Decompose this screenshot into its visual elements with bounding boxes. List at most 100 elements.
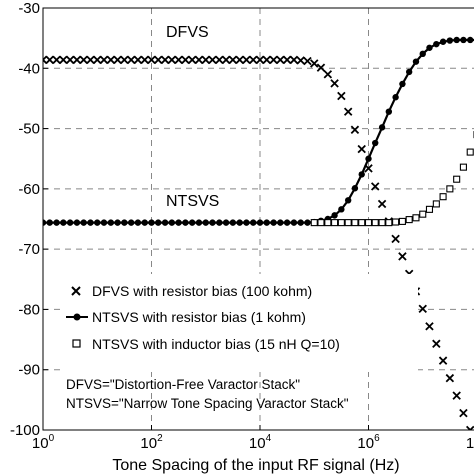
data-point-circle-marker — [283, 219, 291, 226]
data-point-x-marker — [147, 55, 156, 65]
data-point-x-marker — [221, 55, 231, 65]
data-point-circle-marker — [73, 219, 81, 226]
data-point-circle-marker — [385, 108, 393, 115]
data-point-circle-marker — [344, 197, 352, 204]
data-point-circle-marker — [446, 37, 454, 44]
data-point-circle-marker — [216, 219, 223, 226]
legend-marker-ntsvs-resistor — [73, 313, 81, 321]
data-point-circle-marker — [66, 219, 74, 226]
data-point-circle-marker — [426, 44, 433, 51]
data-point-circle-marker — [87, 219, 94, 226]
legend: DFVS with resistor bias (100 kohm) NTSVS… — [62, 274, 418, 372]
x-tick-exponent: 2 — [157, 433, 163, 444]
y-tick-label: -80 — [18, 301, 40, 318]
data-point-x-marker — [106, 55, 116, 65]
data-point-circle-marker — [175, 219, 182, 226]
y-tick-label: -60 — [18, 181, 40, 198]
data-point-x-marker — [337, 91, 346, 101]
data-point-x-marker — [215, 55, 224, 65]
x-tick-exponent: 4 — [266, 433, 272, 444]
data-point-circle-marker — [399, 80, 406, 88]
data-point-x-marker — [343, 107, 353, 116]
y-tick-label: -90 — [18, 362, 40, 379]
legend-marker-ntsvs-inductor — [72, 339, 81, 348]
data-point-x-marker — [45, 55, 54, 65]
data-point-circle-marker — [304, 219, 311, 226]
data-point-x-marker — [208, 55, 217, 65]
data-point-x-marker — [316, 63, 326, 72]
data-point-circle-marker — [80, 219, 87, 226]
data-point-square-marker — [324, 219, 332, 227]
data-point-circle-marker — [161, 219, 169, 226]
data-point-x-marker — [445, 373, 455, 383]
data-point-circle-marker — [453, 36, 460, 44]
data-point-square-marker — [405, 216, 413, 224]
data-point-circle-marker — [467, 36, 474, 44]
x-tick-label: 106 — [357, 433, 380, 452]
data-point-x-marker — [391, 234, 400, 244]
data-point-x-marker — [52, 55, 61, 65]
data-point-x-marker — [99, 55, 109, 65]
data-point-x-marker — [181, 55, 190, 65]
x-axis-label: Tone Spacing of the input RF signal (Hz) — [112, 457, 399, 474]
data-point-x-marker — [370, 182, 380, 191]
data-point-circle-marker — [202, 219, 209, 226]
tick-marks — [42, 7, 369, 431]
data-point-circle-marker — [405, 68, 413, 76]
data-point-x-marker — [248, 55, 258, 65]
data-point-circle-marker — [114, 219, 121, 226]
data-point-x-marker — [228, 55, 238, 65]
data-point-circle-marker — [378, 124, 386, 131]
data-point-x-marker — [432, 339, 441, 349]
data-point-x-marker — [167, 55, 177, 65]
legend-label-ntsvs-inductor: NTSVS with inductor bias (15 nH Q=10) — [92, 336, 340, 352]
x-tick-label: 108 — [466, 433, 474, 452]
data-point-square-marker — [351, 219, 359, 227]
data-point-circle-marker — [43, 219, 47, 226]
legend-background — [62, 274, 418, 372]
legend-label-ntsvs-resistor: NTSVS with resistor bias (1 kohm) — [92, 309, 306, 325]
data-point-x-marker — [350, 125, 360, 135]
data-point-circle-marker — [338, 206, 345, 213]
data-point-x-marker — [289, 55, 299, 65]
data-point-x-marker — [398, 252, 407, 261]
data-point-square-marker — [371, 219, 379, 227]
data-point-x-marker — [43, 55, 48, 65]
data-point-x-marker — [377, 199, 387, 209]
ntsvs-annotation: NTSVS — [166, 193, 219, 210]
data-point-circle-marker — [134, 219, 142, 226]
data-point-circle-marker — [358, 171, 365, 178]
data-point-square-marker — [310, 219, 318, 227]
x-tick-base: 10 — [32, 435, 49, 452]
x-tick-label: 104 — [249, 433, 272, 452]
y-tick-label: -50 — [18, 121, 40, 138]
data-point-circle-marker — [277, 219, 284, 226]
data-point-circle-marker — [148, 219, 155, 226]
data-point-square-marker — [392, 218, 400, 226]
data-point-circle-marker — [195, 219, 203, 226]
data-point-circle-marker — [188, 219, 196, 226]
data-point-x-marker — [79, 55, 88, 65]
x-tick-base: 10 — [140, 435, 157, 452]
data-point-circle-marker — [209, 219, 216, 226]
data-point-square-marker — [432, 200, 440, 208]
data-point-x-marker — [133, 55, 143, 65]
data-point-circle-marker — [222, 219, 230, 226]
data-point-square-marker — [385, 219, 393, 227]
data-point-x-marker — [425, 322, 434, 331]
data-point-circle-marker — [243, 219, 250, 226]
data-point-circle-marker — [100, 219, 108, 226]
data-point-circle-marker — [53, 219, 60, 226]
x-tick-base: 10 — [466, 435, 474, 452]
data-point-square-marker — [337, 219, 345, 227]
data-point-x-marker — [86, 55, 95, 65]
data-point-square-marker — [453, 175, 461, 183]
data-point-circle-marker — [412, 58, 420, 65]
data-point-circle-marker — [236, 219, 243, 226]
data-point-circle-marker — [256, 219, 264, 226]
legend-label-dfvs: DFVS with resistor bias (100 kohm) — [92, 283, 312, 299]
data-point-circle-marker — [433, 40, 440, 48]
data-point-circle-marker — [439, 38, 447, 45]
data-point-x-marker — [452, 391, 461, 400]
